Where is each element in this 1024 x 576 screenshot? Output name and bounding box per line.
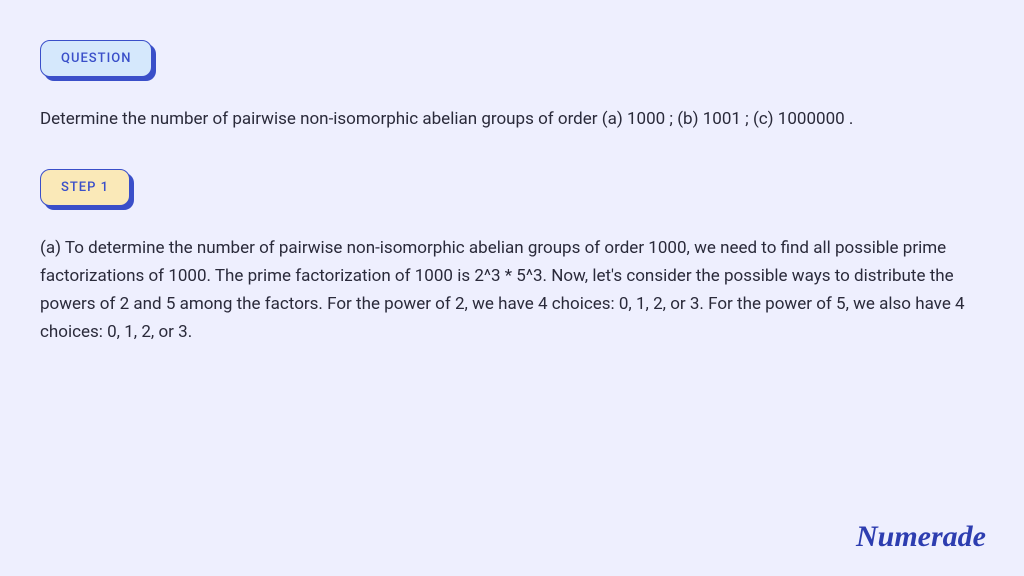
step-section: STEP 1 (a) To determine the number of pa…	[40, 169, 984, 346]
step-badge: STEP 1	[40, 169, 130, 206]
question-section: QUESTION Determine the number of pairwis…	[40, 40, 984, 133]
step-badge-label: STEP 1	[61, 180, 109, 195]
question-badge: QUESTION	[40, 40, 152, 77]
question-text: Determine the number of pairwise non-iso…	[40, 105, 984, 133]
brand-logo: Numerade	[856, 520, 986, 554]
step-text: (a) To determine the number of pairwise …	[40, 234, 984, 346]
question-badge-label: QUESTION	[61, 51, 131, 66]
